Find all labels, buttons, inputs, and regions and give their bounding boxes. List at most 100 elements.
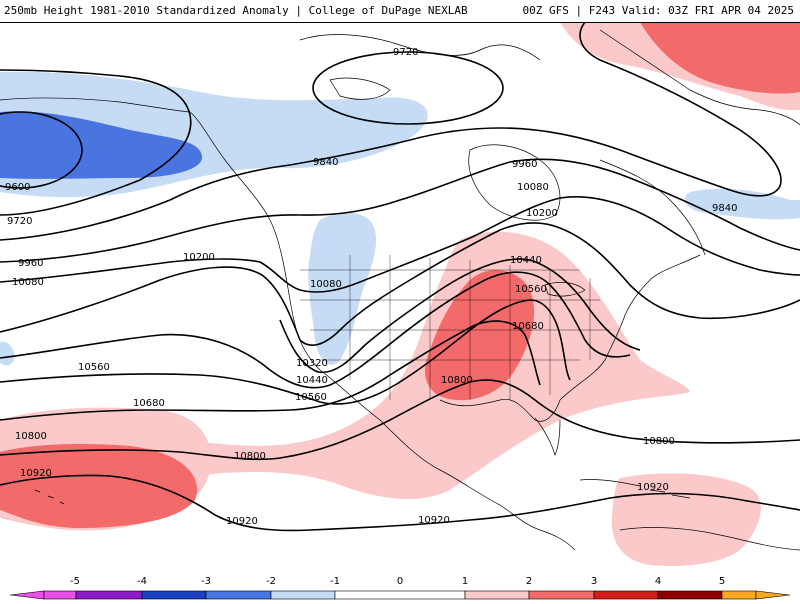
contour-label: 10560 <box>78 362 110 373</box>
east-coast <box>559 254 701 401</box>
florida <box>534 417 561 457</box>
map-header: 250mb Height 1981-2010 Standardized Anom… <box>0 0 800 23</box>
contour-label: 10680 <box>133 398 165 409</box>
greenland-coast <box>599 29 800 126</box>
contour-label: 10800 <box>234 451 266 462</box>
colorbar-tick-label: 2 <box>526 576 532 587</box>
contour-labels: 9720 9840 9600 9720 9960 10080 9960 1008… <box>5 47 737 527</box>
colorbar-tick-label: 3 <box>591 576 597 587</box>
contour-label: 9840 <box>712 203 737 214</box>
contour-label: 10560 <box>515 284 547 295</box>
contour-9840 <box>0 22 782 241</box>
colorbar-arrow-low <box>9 590 45 600</box>
product-title: 250mb Height 1981-2010 Standardized Anom… <box>4 4 468 17</box>
great-lakes <box>544 281 586 297</box>
contour-9960 <box>0 158 800 263</box>
anomaly-pos2-pacific <box>0 444 198 528</box>
contour-label: 10680 <box>512 321 544 332</box>
colorbar-swatch <box>270 590 336 600</box>
colorbar-arrow-high <box>755 590 791 600</box>
contour-9720-arctic <box>312 51 504 125</box>
gulf-coast <box>439 398 561 422</box>
colorbar-tick-label: -1 <box>330 576 340 587</box>
positive-anomaly-shading <box>0 22 800 567</box>
contour-label: 10200 <box>526 208 558 219</box>
anomaly-neg2-alaska <box>0 111 203 179</box>
colorbar-tick-label: 4 <box>655 576 661 587</box>
south-america-coast <box>619 527 800 551</box>
contour-10200 <box>0 222 800 346</box>
colorbar-tick-label: 1 <box>462 576 468 587</box>
contour-label: 10800 <box>15 431 47 442</box>
colorbar-swatch <box>334 590 466 600</box>
contour-label: 9720 <box>393 47 418 58</box>
colorbar-swatch <box>657 590 723 600</box>
anomaly-neg1-pacific <box>0 341 15 366</box>
contour-label: 9960 <box>512 159 537 170</box>
contour-label: 10800 <box>441 375 473 386</box>
contour-label: 10080 <box>517 182 549 193</box>
contour-label: 10080 <box>12 277 44 288</box>
anomaly-pos2-greenland <box>640 22 800 94</box>
contour-label: 10920 <box>418 515 450 526</box>
contour-label: 10920 <box>637 482 669 493</box>
caribbean-islands <box>579 479 691 499</box>
contour-label: 9840 <box>313 157 338 168</box>
hudson-bay <box>468 144 561 221</box>
arctic-islands-2 <box>329 77 391 100</box>
hawaii <box>34 489 65 505</box>
colorbar-tick-label: -5 <box>70 576 80 587</box>
labrador <box>599 159 706 256</box>
weather-map: 9720 9840 9600 9720 9960 10080 9960 1008… <box>0 22 800 570</box>
colorbar-swatch <box>75 590 143 600</box>
colorbar-swatch <box>43 590 77 600</box>
north-america-west-coast <box>269 219 501 506</box>
contour-label: 10440 <box>296 375 328 386</box>
contour-10800 <box>0 379 800 461</box>
colorbar-swatches <box>9 590 791 600</box>
colorbar-tick-label: -4 <box>137 576 147 587</box>
colorbar-swatch <box>593 590 659 600</box>
contour-10440 <box>0 271 631 389</box>
anomaly-pos1-conus <box>80 231 690 500</box>
height-contours <box>0 22 800 532</box>
contour-10560 <box>0 299 571 405</box>
contour-label: 9720 <box>7 216 32 227</box>
colorbar-tick-label: 5 <box>719 576 725 587</box>
anomaly-pos1-caribbean <box>611 473 761 567</box>
contour-10080 <box>0 196 800 293</box>
anomaly-neg1-northeast-canada <box>684 188 800 220</box>
contour-label: 10200 <box>183 252 215 263</box>
contour-10920 <box>0 474 800 532</box>
contour-label: 9600 <box>5 182 30 193</box>
colorbar-swatch <box>205 590 272 600</box>
colorbar-swatch <box>141 590 207 600</box>
contour-label: 10920 <box>226 516 258 527</box>
colorbar-tick-label: -3 <box>201 576 211 587</box>
colorbar-swatch <box>528 590 595 600</box>
arctic-islands <box>299 34 541 61</box>
colorbar-tick-label: -2 <box>266 576 276 587</box>
contour-9720 <box>0 69 192 216</box>
valid-time: 00Z GFS | F243 Valid: 03Z FRI APR 04 202… <box>522 4 794 17</box>
colorbar-swatch <box>721 590 757 600</box>
negative-anomaly-shading <box>0 71 800 366</box>
contour-label: 10440 <box>510 255 542 266</box>
contour-label: 9960 <box>18 258 43 269</box>
colorbar-tick-label: 0 <box>397 576 403 587</box>
alaska-coast <box>0 97 271 221</box>
contour-label: 10080 <box>310 279 342 290</box>
colorbar-tick-labels: -5 -4 -3 -2 -1 0 1 2 3 4 5 <box>70 576 725 587</box>
anomaly-colorbar: -5 -4 -3 -2 -1 0 1 2 3 4 5 <box>0 570 800 600</box>
central-america <box>499 504 576 551</box>
contour-label: 10560 <box>295 392 327 403</box>
contour-label: 10800 <box>643 436 675 447</box>
contour-label: 10920 <box>20 468 52 479</box>
colorbar-swatch <box>464 590 530 600</box>
contour-10680 <box>0 320 541 421</box>
anomaly-pos2-central-us <box>425 269 535 401</box>
geography-outlines <box>0 29 800 551</box>
contour-label: 10320 <box>296 358 328 369</box>
contour-10320 <box>279 258 641 374</box>
contour-9600-alaska <box>0 111 83 189</box>
